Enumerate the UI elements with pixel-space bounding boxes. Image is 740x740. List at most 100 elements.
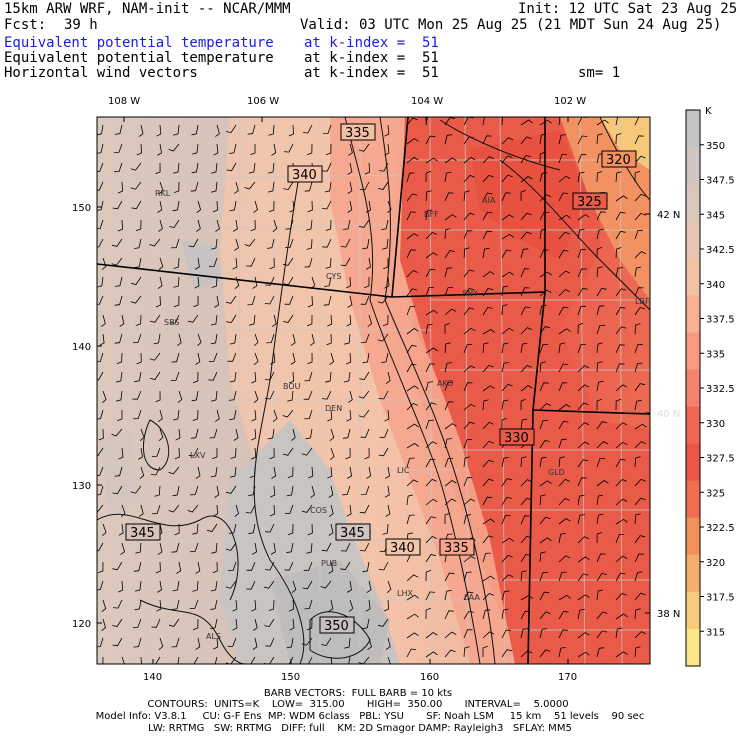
wind-barb (615, 344, 625, 354)
wind-barb (348, 124, 353, 137)
wind-barb (177, 390, 183, 404)
wind-barb (615, 288, 627, 297)
wind-barb (482, 230, 493, 240)
wind-barb (463, 212, 475, 221)
wind-barb (596, 342, 603, 354)
wind-barb (97, 352, 104, 363)
field-line-2: Equivalent potential temperature (4, 50, 274, 66)
wind-barb (133, 561, 142, 572)
county-lines (97, 117, 650, 664)
wind-barb (520, 212, 532, 221)
wind-barb (157, 542, 163, 555)
wind-barb (174, 447, 180, 460)
wind-barb (245, 656, 256, 664)
svg-text:325: 325 (577, 195, 602, 210)
wind-barb (634, 423, 647, 430)
wind-barb (444, 171, 452, 183)
wind-barb (177, 656, 180, 664)
wind-barb (383, 599, 390, 612)
wind-barb (250, 144, 256, 156)
wind-barb (345, 619, 351, 631)
wind-barb (348, 143, 353, 156)
city-label: LIC (397, 466, 410, 475)
wind-barb (634, 307, 645, 316)
wind-barb (634, 287, 644, 297)
wind-barb (520, 342, 528, 354)
wind-barb (425, 287, 435, 297)
wind-barb (634, 631, 647, 639)
wind-barb (212, 504, 219, 517)
colorbar-level-label: 350 (706, 141, 725, 152)
wind-barb (268, 599, 275, 611)
wind-barb (208, 257, 218, 267)
wind-barb (134, 257, 142, 269)
wind-barb (114, 162, 123, 173)
wind-barb (246, 580, 256, 590)
wind-barb (634, 170, 641, 183)
wind-barb (615, 117, 619, 126)
wind-barb (501, 155, 513, 164)
wind-barb (385, 504, 391, 517)
wind-barb (385, 637, 391, 650)
svg-text:345: 345 (340, 526, 365, 541)
wind-barb (134, 599, 142, 611)
wind-barb (176, 561, 182, 574)
wind-barb (615, 267, 623, 278)
wind-barb (209, 428, 218, 439)
wind-barb (406, 594, 419, 601)
wind-barb (463, 117, 474, 126)
wind-barb (344, 333, 351, 345)
wind-barb (362, 124, 370, 136)
wind-barb (98, 561, 104, 574)
wind-barb (303, 390, 313, 400)
wind-barb (558, 555, 571, 563)
wind-barb (558, 328, 571, 335)
wind-barb (212, 447, 218, 460)
wind-barb (378, 561, 389, 571)
wind-barb (246, 257, 256, 267)
wind-barb (425, 117, 428, 126)
wind-barb (325, 371, 332, 383)
wind-barb (615, 384, 628, 392)
wind-barb (152, 504, 161, 515)
wind-barb (615, 534, 625, 544)
wind-barb (501, 304, 508, 316)
wind-barb (501, 117, 503, 126)
wind-barb (267, 428, 275, 440)
wind-barb (307, 314, 313, 327)
wind-barb (227, 352, 237, 362)
wind-barb (444, 342, 451, 354)
wind-barb (225, 542, 237, 551)
wind-barb (377, 333, 389, 342)
wind-barb (501, 214, 514, 221)
wind-barb (482, 518, 495, 525)
wind-barb (327, 314, 333, 327)
wind-barb (520, 497, 532, 506)
wind-barb (425, 209, 433, 221)
wind-barb (168, 143, 180, 152)
wind-barb (463, 456, 470, 468)
top-axis-label: 106 W (247, 96, 279, 107)
wind-barb (348, 390, 353, 403)
wind-barb (303, 561, 313, 571)
wind-barb (444, 250, 455, 259)
wind-barb (615, 398, 622, 411)
wind-barb (365, 599, 371, 612)
wind-barb (634, 117, 644, 126)
wind-barb (558, 363, 569, 373)
wind-barb (285, 219, 294, 230)
wind-barb (463, 230, 473, 240)
wind-barb (172, 200, 180, 212)
wind-barb (615, 555, 628, 563)
colorbar-swatch (686, 258, 700, 296)
wind-barb (539, 403, 552, 411)
wind-barb (634, 608, 641, 620)
wind-barb (158, 219, 163, 232)
wind-barb (463, 382, 473, 392)
wind-barb (272, 219, 278, 233)
wind-barb (577, 573, 589, 582)
wind-barb (444, 308, 457, 316)
wind-barb (634, 513, 641, 525)
wind-barb (364, 447, 370, 460)
wind-barb (444, 362, 453, 373)
